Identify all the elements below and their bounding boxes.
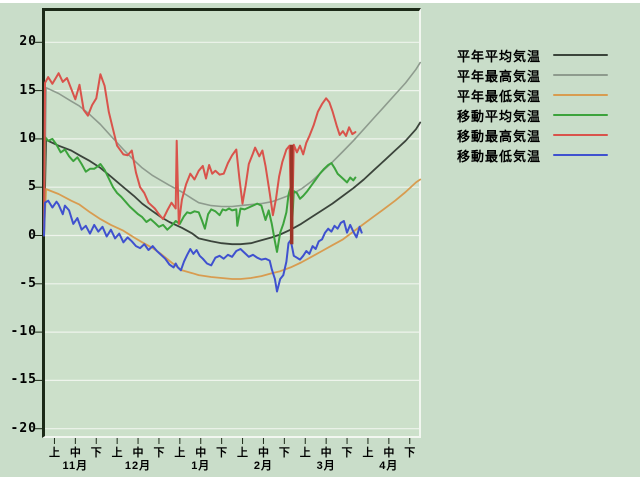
legend-line-swatch	[553, 134, 608, 136]
legend-label: 平年最高気温	[457, 68, 542, 84]
legend-item-mov-avg: 移動平均気温	[457, 105, 608, 125]
x-axis-period-label: 上	[362, 447, 374, 459]
legend-item-mov-high: 移動最高気温	[457, 125, 608, 145]
top-strip	[0, 0, 640, 3]
x-axis-month-label: 2月	[253, 460, 273, 472]
legend-item-mov-low: 移動最低気温	[457, 145, 608, 165]
y-axis-label: -10	[10, 324, 37, 340]
x-axis-period-label: 中	[195, 447, 207, 459]
x-axis-month-label: 4月	[379, 460, 399, 472]
x-axis-period-label: 下	[278, 447, 290, 459]
legend-label: 移動最低気温	[457, 148, 542, 164]
legend-line-swatch	[553, 114, 608, 116]
x-axis-period-label: 下	[404, 447, 416, 459]
x-axis-period-label: 中	[257, 447, 269, 459]
legend-label: 平年平均気温	[457, 48, 542, 64]
legend-line-swatch	[553, 54, 608, 56]
x-axis-period-label: 中	[69, 447, 81, 459]
series-line-norm-avg	[43, 121, 422, 246]
series-line-mov-low	[43, 199, 363, 293]
series-line-mov-high	[43, 72, 357, 246]
x-axis-period-label: 上	[299, 447, 311, 459]
x-axis-period-label: 下	[216, 447, 228, 459]
y-axis-label: 15	[19, 82, 37, 98]
x-axis-month-label: 12月	[124, 460, 152, 472]
y-axis-label: 20	[19, 34, 37, 50]
y-axis-label: -5	[19, 275, 37, 291]
x-axis-period-label: 中	[132, 447, 144, 459]
x-axis-period-label: 下	[153, 447, 165, 459]
legend-line-swatch	[553, 154, 608, 156]
x-axis-period-label: 上	[111, 447, 123, 459]
x-axis-period-label: 中	[383, 447, 395, 459]
legend-item-norm-low: 平年最低気温	[457, 85, 608, 105]
legend-label: 移動最高気温	[457, 128, 542, 144]
x-axis-period-label: 下	[90, 447, 102, 459]
x-axis-period-label: 上	[237, 447, 249, 459]
legend-label: 移動平均気温	[457, 108, 542, 124]
x-axis-period-label: 上	[48, 447, 60, 459]
y-axis-label: 10	[19, 130, 37, 146]
x-axis-month-label: 11月	[62, 460, 89, 472]
y-axis-label: 0	[28, 227, 37, 243]
legend-item-norm-high: 平年最高気温	[457, 65, 608, 85]
x-axis-month-label: 1月	[191, 460, 211, 472]
series-line-mov-avg	[43, 136, 357, 253]
legend-item-norm-avg: 平年平均気温	[457, 45, 608, 65]
x-axis-period-label: 上	[174, 447, 186, 459]
legend-label: 平年最低気温	[457, 88, 542, 104]
x-axis-month-label: 3月	[316, 460, 336, 472]
series-line-norm-high	[43, 61, 422, 237]
x-axis-period-label: 下	[341, 447, 353, 459]
legend-line-swatch	[553, 94, 608, 96]
y-axis-label: -15	[10, 372, 37, 388]
bottom-strip	[0, 477, 640, 480]
x-axis-period-label: 中	[320, 447, 332, 459]
y-axis-label: 5	[28, 179, 37, 195]
legend-line-swatch	[553, 74, 608, 76]
y-axis-label: -20	[10, 420, 37, 436]
